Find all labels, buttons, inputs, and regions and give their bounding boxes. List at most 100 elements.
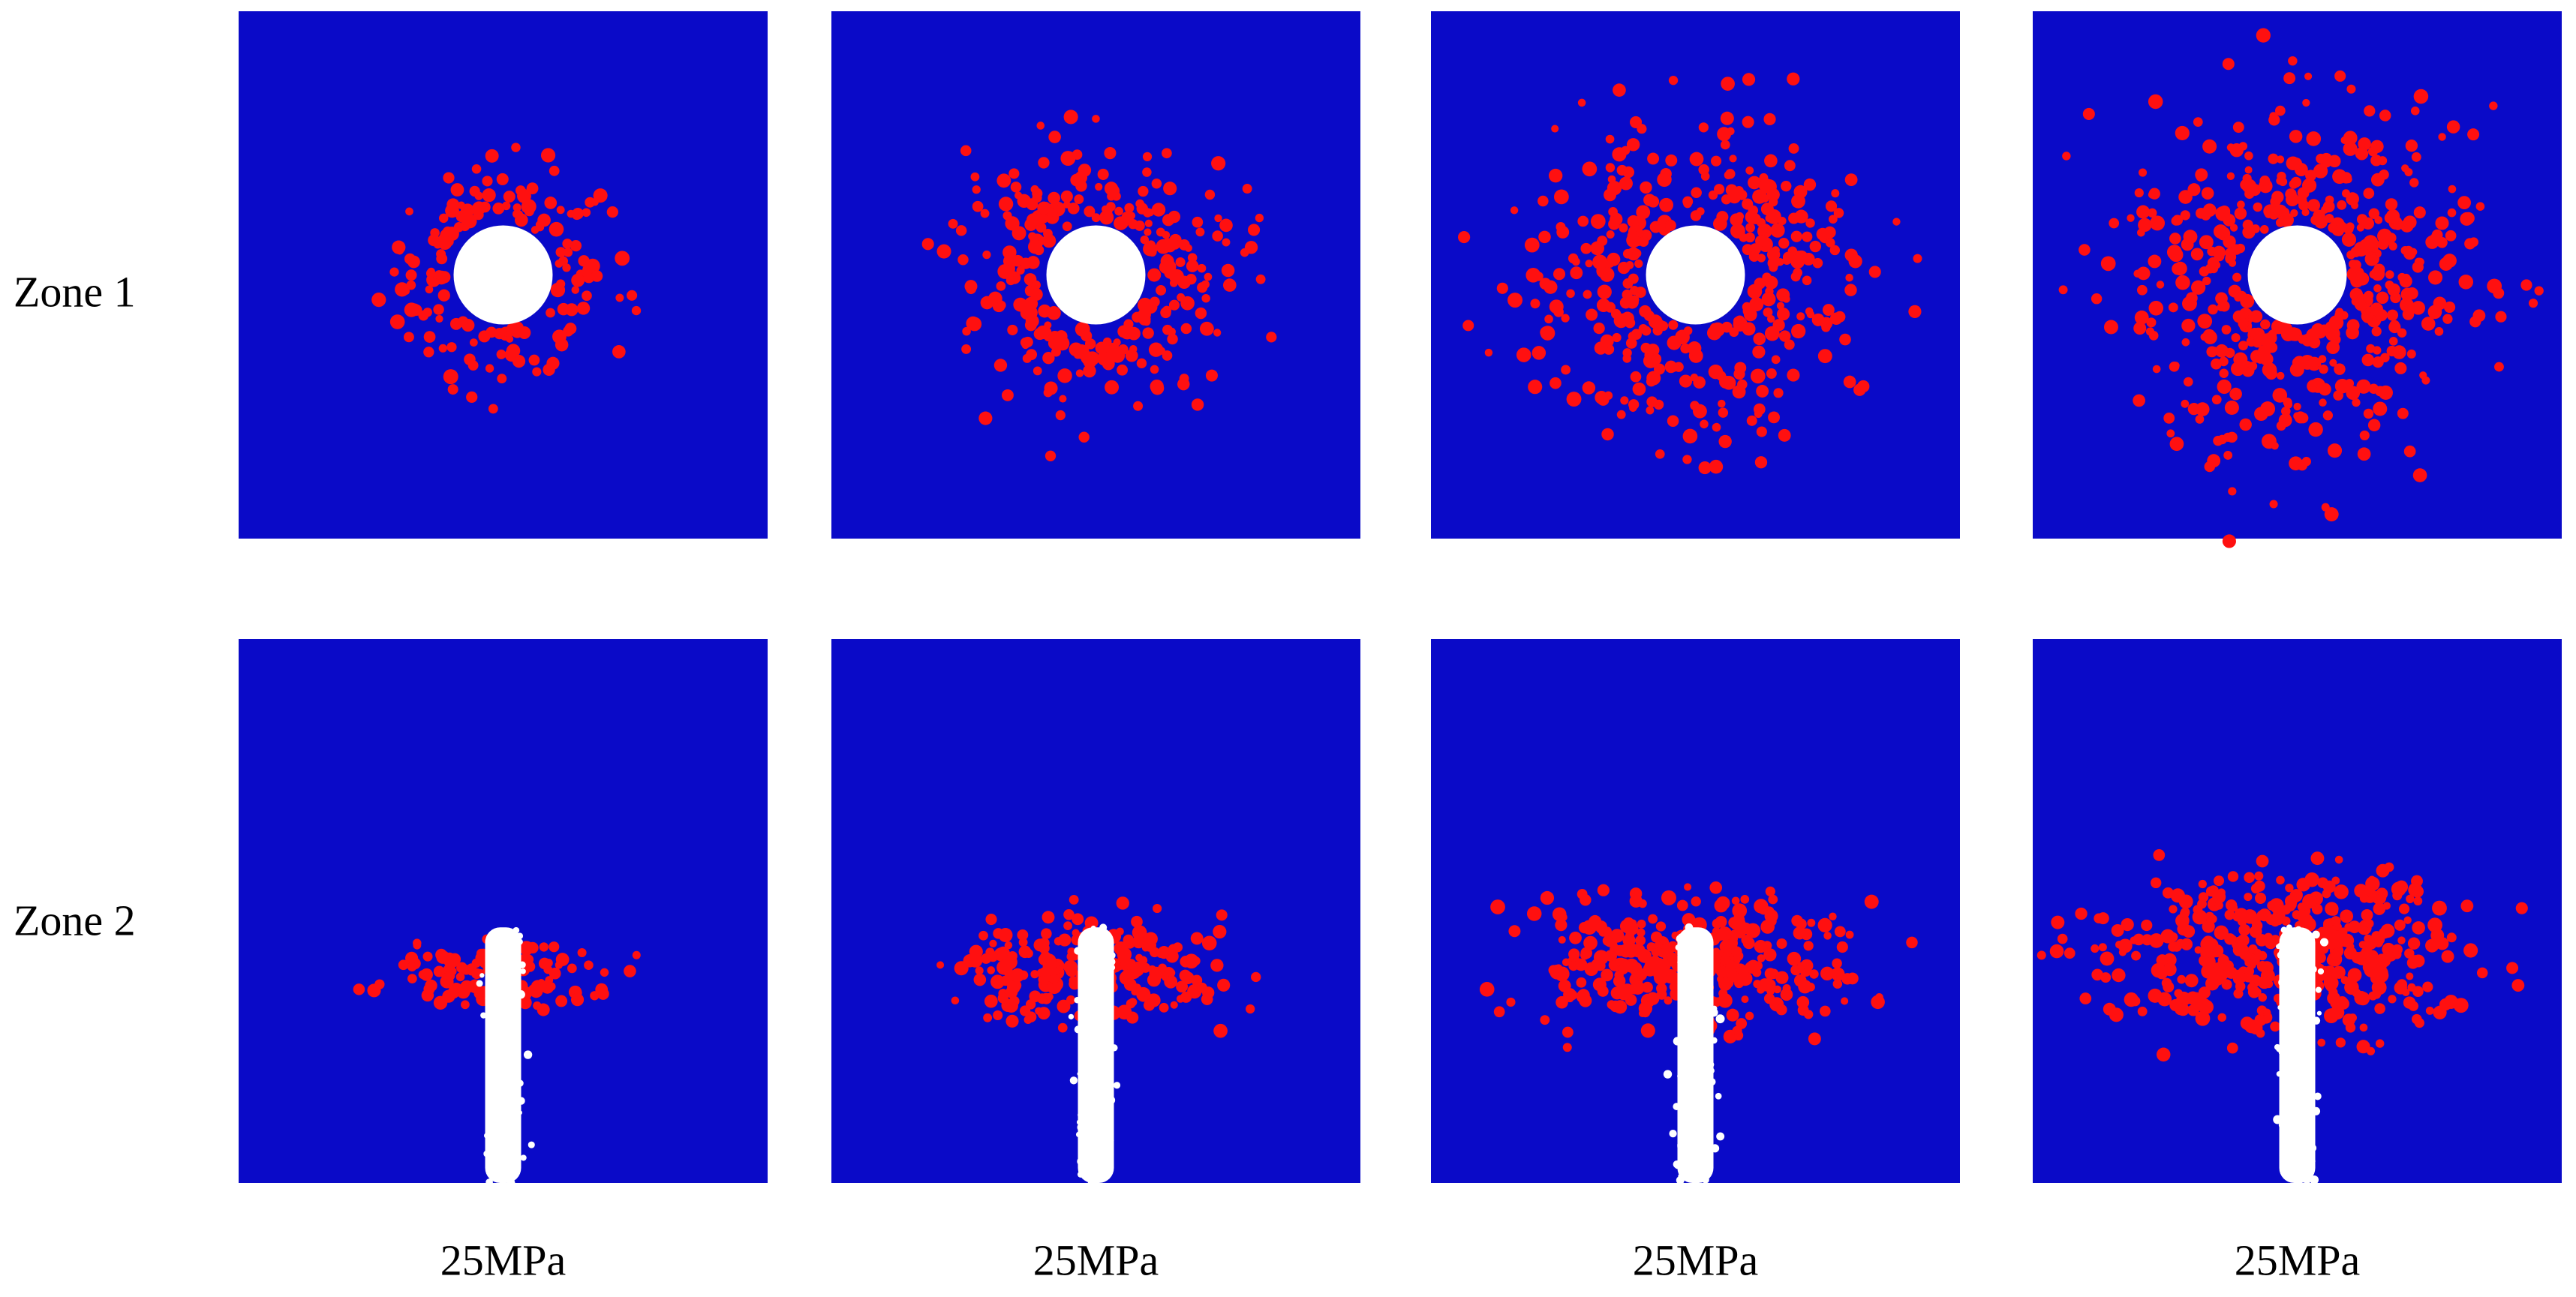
crack-particle [1097,168,1109,180]
crack-particle [2334,363,2346,375]
crack-particle [2386,345,2397,357]
crack-particle [2355,992,2370,1006]
crack-particle [962,326,971,336]
crack-particle [1184,244,1192,252]
crack-particle [515,185,526,196]
fracture-particle [2315,986,2322,993]
crack-particle [2206,346,2218,358]
crack-particle [1162,238,1174,251]
fracture-particle [1099,935,1105,941]
fracture-particle [2296,1153,2301,1158]
fracture-particle [1677,1072,1685,1080]
crack-particle [2271,191,2283,202]
crack-particle [1216,909,1228,921]
crack-particle [1255,274,1266,284]
crack-particle [1138,297,1153,313]
crack-particle [478,330,491,343]
crack-particle [2328,906,2339,916]
crack-particle [1191,974,1203,986]
crack-particle [1823,932,1832,940]
crack-particle [1627,215,1640,228]
crack-particle [2182,925,2196,938]
crack-particle [555,953,570,966]
fracture-particle [517,1097,525,1105]
fracture-particle [496,959,503,965]
crack-particle [1562,1026,1574,1038]
fracture-particle [1087,1151,1096,1160]
crack-particle [2234,207,2247,220]
fracture-particle [1701,1067,1708,1073]
crack-particle [1608,206,1618,217]
crack-particle [1219,218,1233,233]
crack-particle [2305,170,2317,182]
crack-particle [2257,975,2271,989]
fracture-particle [1699,928,1704,933]
crack-particle [2161,977,2172,989]
crack-particle [1201,993,1213,1005]
crack-particle [2333,390,2343,401]
crack-particle [1778,238,1790,249]
fracture-particle [2307,1030,2315,1037]
crack-particle [2329,359,2337,367]
crack-particle [993,1010,1003,1020]
crack-particle [2399,298,2414,312]
crack-particle [1543,280,1558,294]
crack-particle [2275,105,2286,116]
fracture-particle [1679,977,1685,983]
crack-particle [1524,237,1540,253]
crack-particle [964,280,978,293]
fracture-particle [497,1031,504,1038]
crack-particle [562,239,573,249]
fracture-particle [1696,1082,1706,1092]
fracture-particle [1108,958,1116,966]
fracture-particle [483,1150,491,1157]
crack-particle [1153,903,1162,914]
crack-particle [2380,353,2390,363]
crack-particle [457,201,465,209]
fracture-particle [2289,938,2295,945]
fracture-particle [1069,1076,1078,1085]
crack-particle [1035,1007,1043,1015]
crack-particle [2336,221,2347,233]
crack-particle [1616,986,1631,1001]
crack-particle [2196,998,2211,1013]
crack-particle [1549,299,1564,314]
fracture-particle [1092,959,1100,967]
crack-particle [1768,894,1778,905]
crack-particle [423,983,435,995]
fracture-particle [2281,964,2287,971]
crack-particle [1720,140,1730,150]
crack-particle [1753,980,1762,989]
crack-particle [1031,280,1041,290]
fracture-particle [1701,976,1710,985]
crack-particle [2290,176,2302,188]
fracture-particle [485,936,494,946]
fracture-particle [497,1008,503,1015]
fracture-particle [2283,1033,2292,1041]
crack-particle [2376,893,2385,904]
fracture-particle [1084,978,1093,988]
crack-particle [1782,984,1791,993]
crack-particle [1646,371,1661,386]
crack-particle [1121,211,1134,224]
fracture-particle [510,1014,517,1021]
crack-particle [948,218,958,229]
crack-particle [2332,169,2347,185]
fracture-particle [500,933,506,939]
crack-particle [1092,115,1100,123]
crack-particle [2174,989,2183,998]
fracture-particle [504,1176,511,1184]
fracture-particle [1090,925,1096,931]
fracture-particle [516,990,525,999]
crack-particle [1039,966,1052,980]
crack-particle [1005,1014,1019,1028]
crack-particle [584,960,594,970]
crack-particle [447,384,458,395]
crack-particle [1745,1011,1754,1021]
crack-particle [1630,371,1642,383]
crack-particle [1753,332,1766,346]
fracture-particle [2310,1175,2319,1184]
crack-particle [473,988,485,999]
fracture-particle [2303,1175,2311,1184]
crack-particle [2275,218,2285,227]
